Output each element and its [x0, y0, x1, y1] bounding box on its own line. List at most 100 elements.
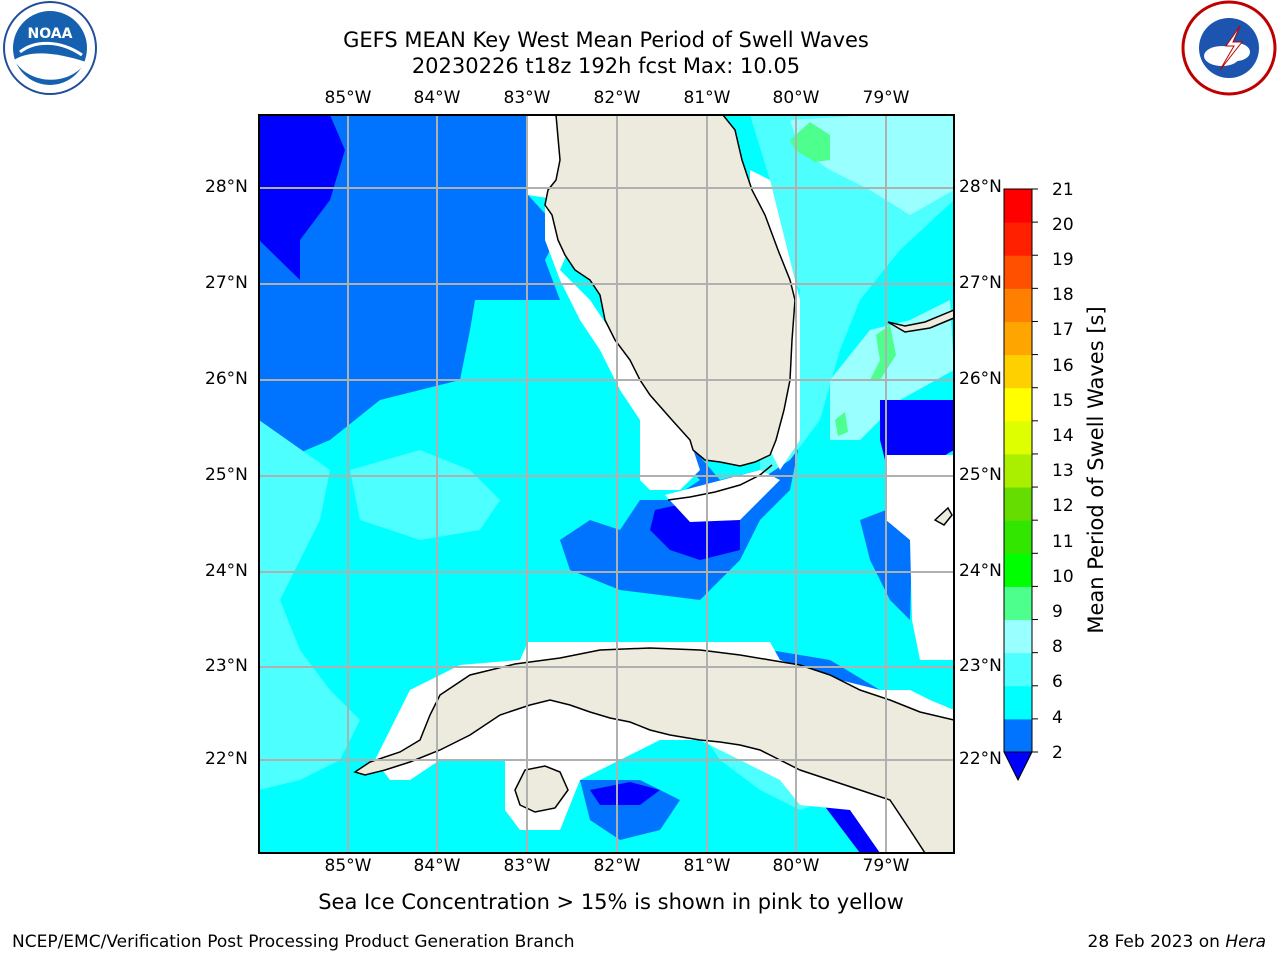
swell-region-lt2s-south — [590, 782, 660, 805]
lat-label-left: 23°N — [205, 656, 248, 676]
colorbar-extension — [1003, 751, 1033, 782]
colorbar-segment — [1004, 586, 1032, 621]
svg-text:NOAA: NOAA — [28, 26, 73, 42]
lat-label-right: 28°N — [959, 177, 1002, 197]
colorbar-tick: 12 — [1052, 496, 1074, 516]
colorbar-segment — [1004, 619, 1032, 654]
colorbar-segment — [1004, 222, 1032, 256]
noaa-logo: NOAA — [3, 1, 97, 95]
lon-label-bottom: 83°W — [503, 856, 551, 876]
producer-credit: NCEP/EMC/Verification Post Processing Pr… — [12, 932, 575, 952]
keys-chain — [667, 464, 773, 501]
lon-label-bottom: 82°W — [593, 856, 641, 876]
lon-label-top: 81°W — [683, 88, 731, 108]
swell-region-lt2s-southeast — [820, 800, 900, 853]
colorbar-tick: 14 — [1052, 426, 1074, 446]
swell-region-9-10s-bahamas — [870, 325, 896, 380]
colorbar-tick: 10 — [1052, 567, 1074, 587]
colorbar-frame — [1003, 188, 1033, 753]
swell-region-6-8s-central — [350, 450, 500, 540]
lon-label-top: 82°W — [593, 88, 641, 108]
lon-label-top: 84°W — [413, 88, 461, 108]
colorbar-label: Mean Period of Swell Waves [s] — [1084, 306, 1108, 634]
colorbar-tick: 11 — [1052, 532, 1074, 552]
colorbar-segment — [1004, 718, 1032, 753]
lat-label-left: 26°N — [205, 369, 248, 389]
colorbar-segment — [1004, 255, 1032, 289]
colorbar-segment — [1004, 321, 1032, 356]
lat-label-left: 27°N — [205, 273, 248, 293]
colorbar-tick: 8 — [1052, 637, 1063, 657]
lat-label-left: 22°N — [205, 749, 248, 769]
colorbar-segment — [1004, 189, 1032, 223]
colorbar-segment — [1004, 288, 1032, 322]
colorbar-tick: 21 — [1052, 180, 1074, 200]
grand-bahama — [887, 309, 954, 333]
colorbar-tick: 15 — [1052, 391, 1074, 411]
lat-label-right: 23°N — [959, 656, 1002, 676]
colorbar-segment — [1004, 520, 1032, 554]
lon-label-bottom: 79°W — [862, 856, 910, 876]
colorbar-segment — [1004, 420, 1032, 455]
lat-label-right: 22°N — [959, 749, 1002, 769]
colorbar-tick: 18 — [1052, 285, 1074, 305]
colorbar-segment — [1004, 354, 1032, 389]
nodata-keys — [665, 470, 780, 522]
cuba-land — [353, 647, 954, 853]
colorbar-tick: 13 — [1052, 461, 1074, 481]
colorbar-segment — [1004, 453, 1032, 488]
map-frame — [258, 114, 955, 854]
swell-region-6-8s-west — [259, 420, 360, 790]
date-text: 28 Feb 2023 on — [1087, 932, 1226, 952]
generation-date: 28 Feb 2023 on Hera — [1088, 932, 1266, 952]
colorbar-tick: 6 — [1052, 672, 1063, 692]
colorbar-tick: 17 — [1052, 320, 1074, 340]
florida-land — [544, 115, 796, 467]
colorbar-tick: 16 — [1052, 356, 1074, 376]
chart-title: GEFS MEAN Key West Mean Period of Swell … — [343, 28, 869, 52]
lat-label-left: 24°N — [205, 561, 248, 581]
swell-region-9-10s-small — [835, 412, 848, 436]
lon-label-bottom: 84°W — [413, 856, 461, 876]
swell-region-2-4s-west — [259, 115, 560, 470]
lat-label-right: 26°N — [959, 369, 1002, 389]
colorbar-tick: 19 — [1052, 250, 1074, 270]
lon-label-bottom: 85°W — [324, 856, 372, 876]
colorbar-tick: 4 — [1052, 708, 1063, 728]
sea-ice-note: Sea Ice Concentration > 15% is shown in … — [318, 890, 904, 914]
colorbar-segment — [1004, 652, 1032, 687]
lat-label-right: 24°N — [959, 561, 1002, 581]
lon-label-top: 80°W — [772, 88, 820, 108]
nws-logo — [1181, 0, 1277, 96]
colorbar-segment — [1004, 487, 1032, 521]
nodata-florida-west — [528, 115, 560, 200]
colorbar-segment — [1004, 553, 1032, 587]
swell-region-lt2s-northwest — [259, 115, 345, 280]
chart-subtitle: 20230226 t18z 192h fcst Max: 10.05 — [411, 54, 801, 78]
swell-region-8-9s-bahamas — [830, 300, 954, 440]
andros-island — [933, 506, 953, 526]
lon-label-top: 85°W — [324, 88, 372, 108]
machine-name: Hera — [1225, 932, 1266, 952]
lon-label-top: 79°W — [862, 88, 910, 108]
colorbar — [1003, 188, 1038, 782]
colorbar-tick: 20 — [1052, 215, 1074, 235]
lon-label-bottom: 80°W — [772, 856, 820, 876]
swell-region-8-9s-east — [790, 115, 954, 215]
lon-label-top: 83°W — [503, 88, 551, 108]
swell-region-9-10s-north — [790, 122, 830, 162]
isle-of-youth-land — [514, 765, 569, 813]
colorbar-tick: 2 — [1052, 743, 1063, 763]
graticule — [259, 115, 954, 853]
nodata-bahamas-east — [886, 455, 954, 660]
map-panel — [258, 114, 955, 854]
colorbar-segment — [1004, 685, 1032, 720]
colorbar-tick: 9 — [1052, 602, 1063, 622]
lat-label-right: 25°N — [959, 465, 1002, 485]
lat-label-left: 28°N — [205, 177, 248, 197]
colorbar-segment — [1004, 387, 1032, 422]
lat-label-right: 27°N — [959, 273, 1002, 293]
lon-label-bottom: 81°W — [683, 856, 731, 876]
lat-label-left: 25°N — [205, 465, 248, 485]
